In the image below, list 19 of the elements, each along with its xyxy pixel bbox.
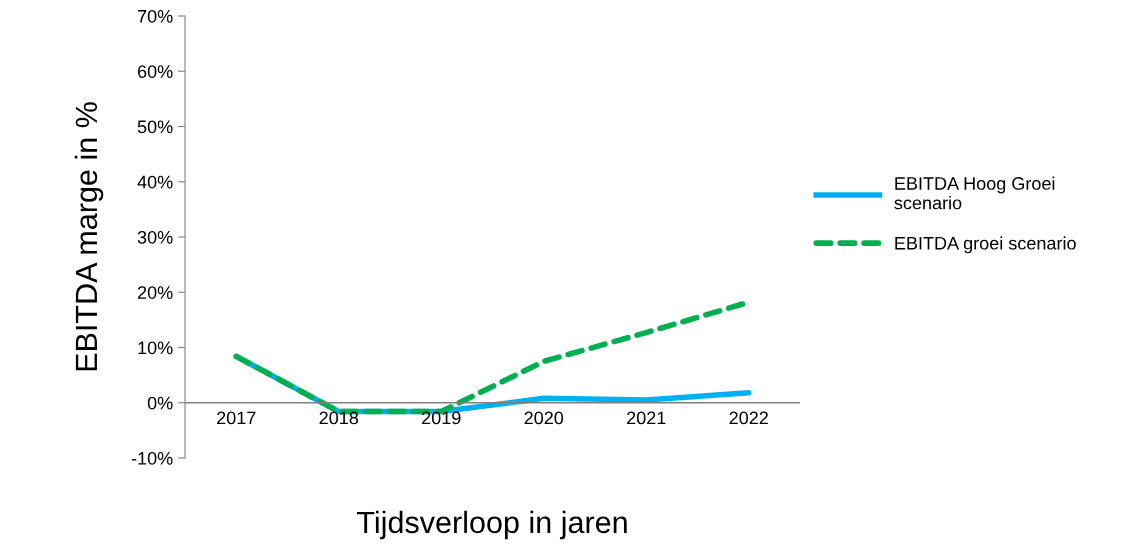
- x-tick-label: 2021: [627, 411, 666, 425]
- y-tick-label: 20%: [137, 286, 173, 299]
- y-tick-label: 70%: [137, 9, 173, 23]
- y-tick-label: 0%: [147, 396, 173, 410]
- x-tick-label: 2017: [217, 411, 256, 425]
- x-tick-label: 2022: [729, 411, 768, 425]
- x-tick-label: 2018: [319, 411, 359, 425]
- y-tick-label: 10%: [138, 341, 173, 355]
- legend-label: EBITDA Hoog Groei scenario: [894, 176, 1055, 210]
- legend-label: EBITDA groei scenario: [895, 236, 1076, 254]
- y-tick-label: 60%: [137, 65, 173, 78]
- y-tick-label: 30%: [137, 230, 173, 244]
- x-tick-label: 2020: [524, 411, 564, 425]
- x-axis-title: Tijdsverloop in jaren: [357, 510, 627, 540]
- y-axis-title: EBITDA marge in %: [74, 102, 104, 371]
- y-tick-label: -10%: [131, 451, 173, 465]
- x-tick-label: 2019: [422, 411, 461, 425]
- y-tick-label: 50%: [137, 120, 173, 134]
- y-tick-label: 40%: [137, 175, 173, 189]
